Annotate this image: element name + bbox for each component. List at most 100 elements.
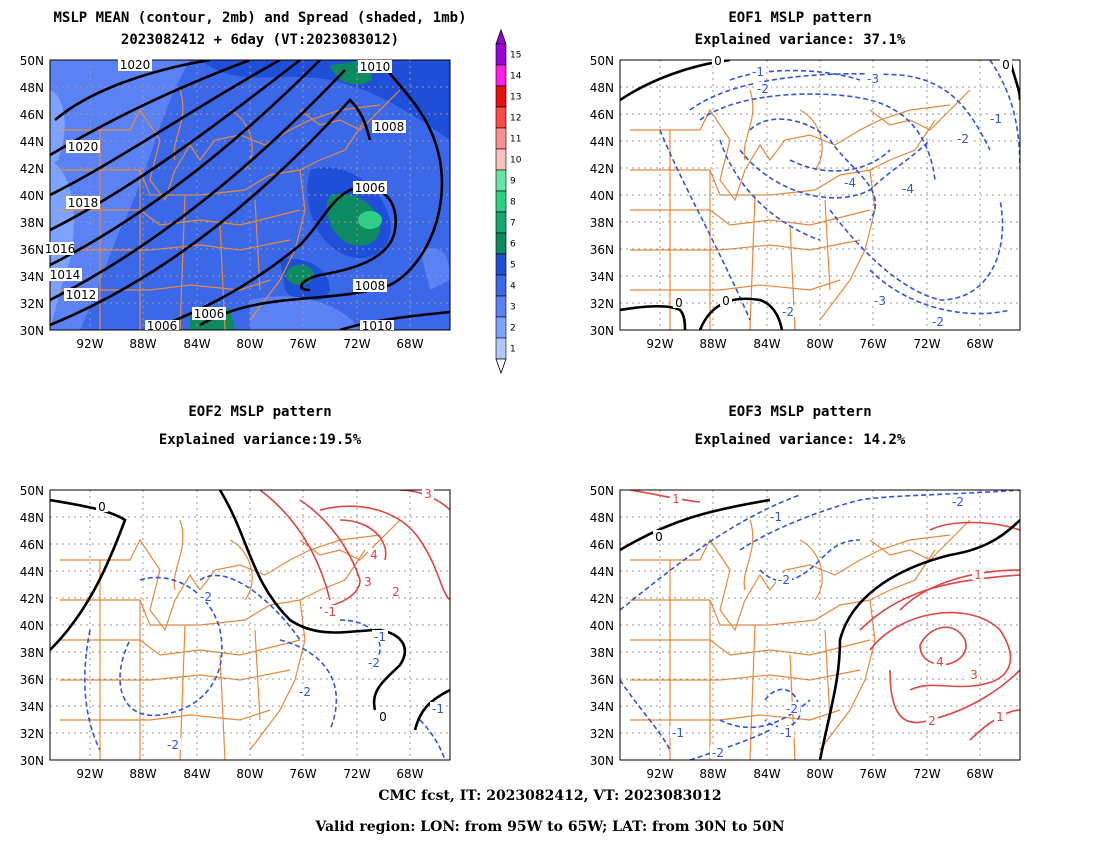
eof1-contour-label: 0 [722,294,730,308]
colorbar-swatch [495,148,507,171]
spread-colorbar: 15 14 13 12 11 10 9 8 7 6 5 4 3 2 1 [495,28,522,375]
lat-label: 36N [590,673,614,687]
lat-label: 40N [590,189,614,203]
mean-title: MSLP MEAN (contour, 2mb) and Spread (sha… [0,10,520,48]
lon-label: 72W [913,337,940,351]
mean-contour-label: 1006 [194,307,225,321]
colorbar-level-label: 8 [510,198,516,208]
colorbar-level-label: 15 [510,51,521,61]
lon-label: 84W [183,767,210,781]
lon-label: 68W [966,337,993,351]
mean-contour-label: 1010 [362,319,393,333]
lon-label: 76W [859,767,886,781]
colorbar-swatch [495,106,507,129]
lon-label: 80W [806,337,833,351]
eof3-contour-label: -1 [672,726,684,740]
lon-label: 88W [699,767,726,781]
eof1-contour-label: 0 [675,296,683,310]
lon-label: 76W [289,337,316,351]
colorbar-level-label: 14 [510,72,522,82]
colorbar-arrow-down [495,358,507,375]
lat-label: 36N [20,673,44,687]
lat-label: 32N [20,297,44,311]
colorbar-level-label: 13 [510,93,521,103]
eof2-contour-label: -2 [200,590,212,604]
colorbar-swatch [495,316,507,339]
mean-contour-label: 1016 [45,242,76,256]
lat-label: 36N [20,243,44,257]
lat-label: 48N [590,511,614,525]
eof2-contour-label: -2 [299,685,311,699]
eof3-contour-label: -2 [712,746,724,760]
eof3-title: EOF3 MSLP pattern Explained variance: 14… [580,404,1020,448]
colorbar-swatch [495,190,507,213]
colorbar-swatch [495,169,507,192]
lon-label: 84W [183,337,210,351]
lon-label: 68W [396,767,423,781]
mean-contour-label: 1018 [68,196,99,210]
lon-label: 92W [76,767,103,781]
eof2-contour-label: -1 [374,630,386,644]
eof3-contour-label: 2 [928,714,936,728]
lon-label: 92W [646,767,673,781]
eof2-contour-label: 3 [424,487,432,501]
lat-label: 32N [20,727,44,741]
mean-contour-label: 1008 [355,279,386,293]
eof2-contour-label: 0 [98,500,106,514]
eof1-contour-label: -3 [874,294,886,308]
mean-title-line1: MSLP MEAN (contour, 2mb) and Spread (sha… [53,10,467,26]
lon-label: 92W [646,337,673,351]
lat-label: 50N [20,484,44,498]
mean-contour-label: 1006 [147,319,178,333]
eof1-map: 0 -1 -2 -3 -1 -2 -4 -4 -3 -2 0 0 -2 0 50… [590,54,1021,351]
eof2-contour-label: -2 [167,738,179,752]
eof2-contour-label: 0 [379,710,387,724]
eof3-contour-label: -1 [770,510,782,524]
lat-label: 34N [590,700,614,714]
colorbar-swatch [495,232,507,255]
footer-forecast-info: CMC fcst, IT: 2023082412, VT: 2023083012 [378,788,722,804]
eof3-contour-label: -2 [778,573,790,587]
colorbar-level-label: 10 [510,156,522,166]
mean-contour-label: 1014 [50,268,81,282]
eof1-contour-label: -2 [957,132,969,146]
eof3-contour-label: 0 [655,530,663,544]
eof2-contour-label: 4 [370,548,378,562]
lat-label: 34N [590,270,614,284]
eof2-contour-label: -1 [324,605,336,619]
eof1-contour-label: -2 [932,315,944,329]
mean-contour-label: 1012 [66,288,97,302]
lon-label: 72W [343,337,370,351]
lat-label: 30N [20,324,44,338]
eof3-contour-label: -1 [780,726,792,740]
eof1-contour-label: -2 [757,82,769,96]
eof1-contour-label: -1 [752,65,764,79]
lon-label: 68W [396,337,423,351]
eof3-contour-label: 4 [936,655,944,669]
colorbar-level-label: 5 [510,261,516,271]
colorbar-level-label: 2 [510,324,516,334]
eof1-title-line2: Explained variance: 37.1% [694,32,906,48]
lat-label: 50N [20,54,44,68]
colorbar-level-label: 7 [510,219,516,229]
colorbar-level-label: 12 [510,114,521,124]
lat-label: 38N [20,646,44,660]
eof1-contour-label: -4 [844,176,856,190]
colorbar-level-label: 9 [510,177,516,187]
eof2-contour-label: 2 [392,585,400,599]
eof3-map: 1 -1 0 -2 1 4 3 -2 -1 -2 -1 -2 2 1 50N 4… [590,484,1021,781]
lat-label: 38N [590,646,614,660]
lat-label: 48N [20,511,44,525]
eof1-contour-label: -4 [902,182,914,196]
lat-label: 32N [590,297,614,311]
colorbar-level-label: 11 [510,135,521,145]
mean-spread-map: 1020 1010 1008 1020 1018 1006 1016 1014 … [20,54,451,351]
lat-label: 50N [590,54,614,68]
eof3-contour-label: 3 [970,668,978,682]
mean-contour-label: 1020 [120,58,151,72]
eof1-contour-label: -1 [990,112,1002,126]
lat-label: 30N [590,324,614,338]
lon-label: 72W [913,767,940,781]
eof2-contour-label: 3 [364,575,372,589]
lon-label: 80W [236,767,263,781]
